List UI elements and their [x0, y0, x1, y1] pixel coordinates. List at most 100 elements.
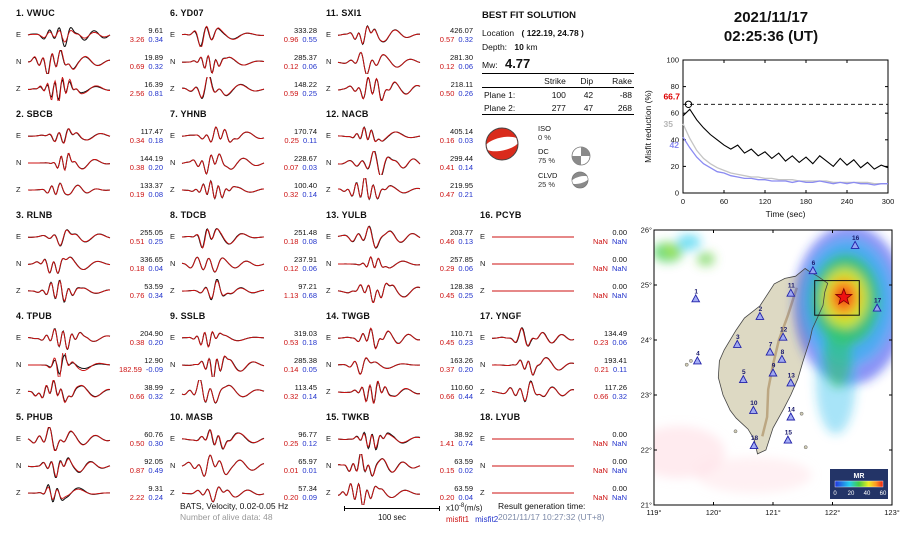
scale-bar-line: [344, 506, 440, 511]
waveform-row: N 299.44 0.41 0.14: [326, 149, 476, 176]
waveform-row: E 38.92 1.41 0.74: [326, 425, 476, 452]
misfit1-value: 0.16: [439, 135, 455, 145]
rake-header: Rake: [595, 73, 634, 88]
peak-amplitude: 38.99: [144, 382, 163, 392]
svg-text:7: 7: [769, 342, 773, 349]
waveform-trace: [338, 482, 421, 505]
waveform-row: Z 9.31 2.22 0.24: [16, 479, 166, 506]
misfit2-value: 0.06: [458, 61, 473, 71]
misfit2-value: 0.05: [302, 364, 317, 374]
misfit1-value: 1.41: [439, 438, 455, 448]
trace-values: 257.85 0.29 0.06: [421, 255, 473, 273]
clvd-label: CLVD: [538, 171, 558, 180]
waveform-trace: [338, 255, 421, 268]
plane1-dip: 42: [583, 89, 594, 100]
misfit2-value: 0.06: [302, 61, 317, 71]
misfit2-value: 0.11: [612, 364, 627, 374]
peak-amplitude: 336.65: [140, 254, 163, 264]
event-datetime: 2021/11/17 02:25:36 (UT): [646, 8, 896, 46]
waveform-row: N 285.38 0.14 0.05: [170, 351, 320, 378]
misfit1-value: 0.76: [129, 290, 145, 300]
component-label: N: [16, 158, 22, 167]
misfit2-value: 0.14: [458, 162, 473, 172]
peak-amplitude: 9.31: [148, 483, 163, 493]
waveform-trace: [28, 127, 111, 144]
station-block-twgb: 14. TWGB E 110.71 0.45 0.23 N 163.26 0.37 0.20 Z 1…: [326, 311, 476, 412]
trace-values: 60.76 0.50 0.30: [111, 430, 163, 448]
component-label: N: [170, 57, 176, 66]
waveform-trace: [492, 437, 574, 440]
trace-values: 193.41 0.21 0.11: [575, 356, 627, 374]
waveform-row: E 251.48 0.18 0.08: [170, 223, 320, 250]
svg-text:0: 0: [681, 197, 685, 206]
peak-amplitude: 92.05: [144, 456, 163, 466]
peak-amplitude: 113.45: [294, 382, 317, 392]
svg-text:0: 0: [833, 491, 837, 497]
station-label: 10. MASB: [170, 412, 214, 422]
svg-text:300: 300: [882, 197, 895, 206]
waveform-trace: [492, 326, 575, 347]
misfit1-value: NaN: [592, 465, 608, 475]
plane2-strike: 277: [526, 101, 568, 115]
misfit2-value: 0.34: [148, 290, 163, 300]
component-label: N: [170, 158, 176, 167]
svg-text:119°: 119°: [647, 508, 662, 517]
peak-amplitude: 426.07: [450, 25, 473, 35]
strike-header: Strike: [526, 73, 568, 88]
waveform-row: Z 97.21 1.13 0.68: [170, 277, 320, 304]
peak-amplitude: 0.00: [612, 254, 627, 264]
waveform-trace: [181, 454, 265, 477]
waveform-trace: [181, 152, 265, 175]
svg-text:0: 0: [675, 189, 679, 198]
misfit1-value: 0.18: [129, 263, 145, 273]
misfit1-legend-label: misfit1: [446, 514, 470, 524]
misfit2-value: NaN: [611, 465, 627, 475]
peak-amplitude: 0.00: [612, 429, 627, 439]
station-block-phub: 5. PHUB E 60.76 0.50 0.30 N 92.05 0.87 0.49 Z 9.31…: [16, 412, 166, 513]
peak-amplitude: 0.00: [612, 227, 627, 237]
svg-text:Time (sec): Time (sec): [766, 209, 806, 219]
trace-values: 134.49 0.23 0.06: [575, 329, 627, 347]
misfit2-value: 0.04: [458, 492, 473, 502]
plane1-label: Plane 1:: [484, 89, 516, 100]
component-label: E: [480, 333, 486, 342]
misfit2-value: 0.20: [148, 162, 163, 172]
misfit-reduction-chart: 0 20 40 60 80 100 0 60 120 180 240 300 66.7 35 42 Time …: [643, 56, 895, 220]
misfit1-value: 0.20: [439, 492, 455, 502]
waveform-row: E 204.90 0.38 0.20: [16, 324, 166, 351]
misfit1-value: 0.07: [283, 162, 299, 172]
component-label: N: [480, 461, 486, 470]
svg-text:3: 3: [736, 334, 740, 341]
waveform-trace: [491, 379, 575, 402]
station-block-yd07: 6. YD07 E 333.28 0.96 0.55 N 285.37 0.12 0.06 Z 14…: [170, 8, 320, 109]
depth-label: Depth:: [482, 42, 508, 52]
units-legend: x10-8(m/s) misfit1 misfit2: [446, 501, 498, 525]
clvd-beachball-icon: [571, 171, 589, 189]
misfit1-value: 0.32: [283, 391, 299, 401]
peak-amplitude: 144.19: [140, 153, 163, 163]
waveform-row: E 255.05 0.51 0.25: [16, 223, 166, 250]
best-fit-panel: BEST FIT SOLUTION Location ( 122.19, 24.…: [482, 10, 640, 193]
waveform-row: E 117.47 0.34 0.18: [16, 122, 166, 149]
peak-amplitude: 285.38: [294, 355, 317, 365]
misfit2-value: 0.32: [148, 391, 163, 401]
station-block-yulb: 13. YULB E 203.77 0.46 0.13 N 257.85 0.29 0.06 Z 1…: [326, 210, 476, 311]
station-block-nacb: 12. NACB E 405.14 0.16 0.03 N 299.44 0.41 0.14 Z 2…: [326, 109, 476, 210]
waveform-trace: [492, 464, 574, 467]
misfit1-value: 0.34: [129, 135, 145, 145]
peak-amplitude: 319.03: [294, 328, 317, 338]
component-label: E: [170, 232, 176, 241]
waveform-row: E 203.77 0.46 0.13: [326, 223, 476, 250]
component-label: Z: [16, 286, 21, 295]
trace-values: 97.21 1.13 0.68: [265, 282, 317, 300]
component-label: E: [170, 30, 176, 39]
waveform-trace: [182, 54, 265, 74]
svg-text:66.7: 66.7: [663, 91, 680, 101]
misfit2-value: 0.03: [458, 135, 473, 145]
misfit2-value: 0.09: [302, 492, 317, 502]
peak-amplitude: 38.92: [454, 429, 473, 439]
misfit1-value: 0.57: [439, 34, 455, 44]
component-label: Z: [16, 185, 21, 194]
component-label: E: [16, 30, 22, 39]
svg-text:4: 4: [696, 350, 700, 357]
